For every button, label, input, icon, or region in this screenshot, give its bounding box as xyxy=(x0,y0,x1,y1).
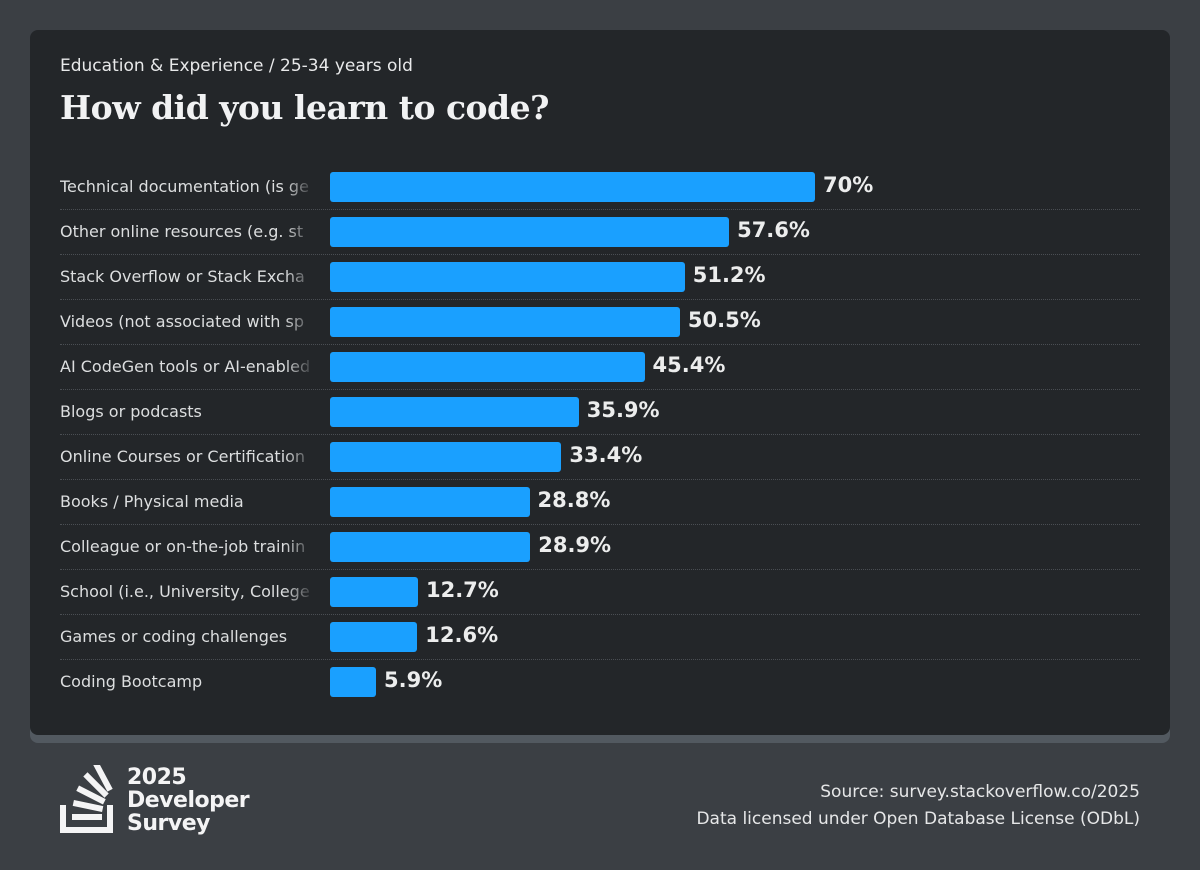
bar xyxy=(330,487,530,517)
bar-row: Other online resources (e.g. st 57.6% xyxy=(60,210,1140,255)
category-label: Blogs or podcasts xyxy=(60,402,202,421)
value-label: 5.9% xyxy=(384,668,443,692)
source-block: Source: survey.stackoverflow.co/2025 Dat… xyxy=(696,779,1140,833)
bar xyxy=(330,532,531,562)
category-label: Coding Bootcamp xyxy=(60,672,203,691)
bar xyxy=(330,577,418,607)
category-label: Technical documentation (is ge xyxy=(60,177,309,196)
stack-overflow-logo-icon xyxy=(60,765,113,833)
category-label: Books / Physical media xyxy=(60,492,244,511)
logo-survey: Survey xyxy=(127,811,210,836)
bar-row: Online Courses or Certification 33.4% xyxy=(60,435,1140,480)
category-label: School (i.e., University, College xyxy=(60,582,310,601)
category-label: AI CodeGen tools or AI-enabled xyxy=(60,357,311,376)
license-text: Data licensed under Open Database Licens… xyxy=(696,809,1140,829)
bar-row: AI CodeGen tools or AI-enabled 45.4% xyxy=(60,345,1140,390)
chart-card: Education & Experience / 25-34 years old… xyxy=(30,30,1170,735)
chart-subtitle: Education & Experience / 25-34 years old xyxy=(60,56,413,76)
value-label: 51.2% xyxy=(692,263,766,287)
bar-row: Games or coding challenges 12.6% xyxy=(60,615,1140,660)
bar-row: Technical documentation (is ge 70% xyxy=(60,165,1140,210)
bar-rows: Technical documentation (is ge 70% Other o… xyxy=(60,165,1140,705)
logo-developer: Developer xyxy=(127,788,250,813)
bar-row: Stack Overflow or Stack Excha 51.2% xyxy=(60,255,1140,300)
category-label: Videos (not associated with sp xyxy=(60,312,304,331)
bar xyxy=(330,622,418,652)
chart-title: How did you learn to code? xyxy=(60,88,549,127)
bar-row: Blogs or podcasts 35.9% xyxy=(60,390,1140,435)
bar-row: Books / Physical media 28.8% xyxy=(60,480,1140,525)
bar-row: Coding Bootcamp 5.9% xyxy=(60,660,1140,705)
bar-row: School (i.e., University, College 12.7% xyxy=(60,570,1140,615)
value-label: 70% xyxy=(823,173,874,197)
bar xyxy=(330,442,562,472)
source-link[interactable]: Source: survey.stackoverflow.co/2025 xyxy=(820,782,1140,802)
bar xyxy=(330,352,645,382)
category-label: Colleague or on-the-job trainin xyxy=(60,537,306,556)
value-label: 12.6% xyxy=(425,623,499,647)
value-label: 50.5% xyxy=(687,308,761,332)
value-label: 12.7% xyxy=(425,578,499,602)
logo-year: 2025 xyxy=(127,765,187,790)
value-label: 45.4% xyxy=(652,353,726,377)
value-label: 35.9% xyxy=(586,398,660,422)
value-label: 33.4% xyxy=(569,443,643,467)
bar xyxy=(330,307,680,337)
bar xyxy=(330,397,579,427)
value-label: 28.8% xyxy=(537,488,611,512)
category-label: Games or coding challenges xyxy=(60,627,288,646)
value-label: 57.6% xyxy=(737,218,810,242)
category-label: Online Courses or Certification xyxy=(60,447,306,466)
bar-row: Videos (not associated with sp 50.5% xyxy=(60,300,1140,345)
bar xyxy=(330,667,376,697)
category-label: Stack Overflow or Stack Excha xyxy=(60,267,305,286)
value-label: 28.9% xyxy=(538,533,612,557)
bar xyxy=(330,172,815,202)
bar-row: Colleague or on-the-job trainin 28.9% xyxy=(60,525,1140,570)
bar xyxy=(330,262,685,292)
bar xyxy=(330,217,730,247)
survey-logo-text: 2025 Developer Survey xyxy=(127,765,250,836)
category-label: Other online resources (e.g. st xyxy=(60,222,304,241)
